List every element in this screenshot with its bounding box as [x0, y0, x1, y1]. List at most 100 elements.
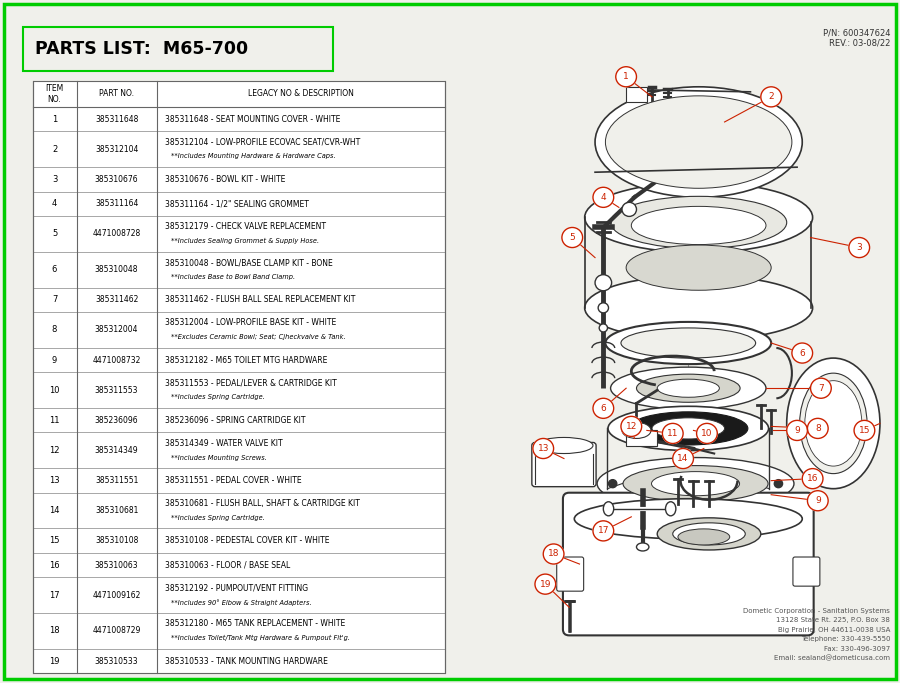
Text: 385311551 - PEDAL COVER - WHITE: 385311551 - PEDAL COVER - WHITE — [165, 476, 302, 485]
Text: Fax: 330-496-3097: Fax: 330-496-3097 — [824, 646, 890, 652]
Text: 4471008732: 4471008732 — [93, 356, 140, 365]
Text: 10: 10 — [50, 386, 59, 395]
Ellipse shape — [800, 373, 867, 473]
Ellipse shape — [597, 458, 794, 510]
Text: 385312182 - M65 TOILET MTG HARDWARE: 385312182 - M65 TOILET MTG HARDWARE — [165, 356, 327, 365]
Ellipse shape — [621, 328, 756, 358]
Ellipse shape — [652, 471, 740, 496]
Text: **Includes Mounting Screws.: **Includes Mounting Screws. — [171, 454, 266, 460]
Text: 385314349 - WATER VALVE KIT: 385314349 - WATER VALVE KIT — [165, 438, 283, 447]
Text: 385310063 - FLOOR / BASE SEAL: 385310063 - FLOOR / BASE SEAL — [165, 561, 290, 570]
Text: 385310108 - PEDESTAL COVER KIT - WHITE: 385310108 - PEDESTAL COVER KIT - WHITE — [165, 536, 329, 545]
Text: 15: 15 — [859, 426, 870, 435]
Text: 17: 17 — [50, 591, 60, 600]
Bar — [22, 27, 333, 71]
Text: 385311648 - SEAT MOUNTING COVER - WHITE: 385311648 - SEAT MOUNTING COVER - WHITE — [165, 115, 340, 124]
Text: 3: 3 — [857, 243, 862, 252]
Ellipse shape — [652, 418, 725, 439]
Circle shape — [616, 67, 636, 87]
Text: 385310676 - BOWL KIT - WHITE: 385310676 - BOWL KIT - WHITE — [165, 175, 285, 184]
Text: 19: 19 — [50, 656, 59, 666]
Ellipse shape — [787, 358, 880, 489]
Ellipse shape — [626, 245, 771, 290]
Text: **Includes Spring Cartridge.: **Includes Spring Cartridge. — [171, 394, 265, 400]
Ellipse shape — [610, 196, 787, 249]
Text: 385310676: 385310676 — [94, 175, 139, 184]
Text: 385311164 - 1/2" SEALING GROMMET: 385311164 - 1/2" SEALING GROMMET — [165, 199, 309, 208]
Text: 1: 1 — [624, 72, 629, 81]
Text: 385236096: 385236096 — [94, 416, 139, 425]
Ellipse shape — [595, 87, 802, 197]
Text: 385312192 - PUMPOUT/VENT FITTING: 385312192 - PUMPOUT/VENT FITTING — [165, 583, 308, 593]
FancyBboxPatch shape — [557, 557, 583, 591]
Text: 5: 5 — [52, 229, 58, 238]
Bar — [626, 87, 647, 102]
Text: 12: 12 — [50, 446, 59, 455]
Text: 2: 2 — [769, 92, 774, 101]
FancyBboxPatch shape — [532, 443, 596, 487]
Ellipse shape — [673, 523, 745, 545]
Ellipse shape — [631, 206, 766, 245]
Text: 2: 2 — [52, 145, 58, 154]
Text: 11: 11 — [667, 429, 679, 438]
Circle shape — [774, 479, 783, 488]
Text: 385312004 - LOW-PROFILE BASE KIT - WHITE: 385312004 - LOW-PROFILE BASE KIT - WHITE — [165, 318, 336, 327]
Ellipse shape — [665, 502, 676, 516]
Circle shape — [595, 275, 612, 291]
Text: 11: 11 — [50, 416, 59, 425]
Text: PART NO.: PART NO. — [99, 89, 134, 98]
Text: 6: 6 — [799, 348, 806, 358]
Text: Dometic Corporation - Sanitation Systems: Dometic Corporation - Sanitation Systems — [743, 608, 890, 614]
Text: 385312180 - M65 TANK REPLACEMENT - WHITE: 385312180 - M65 TANK REPLACEMENT - WHITE — [165, 619, 345, 628]
Text: REV.: 03-08/22: REV.: 03-08/22 — [829, 38, 890, 48]
Circle shape — [802, 469, 823, 489]
Circle shape — [807, 419, 828, 438]
Text: 385312179 - CHECK VALVE REPLACEMENT: 385312179 - CHECK VALVE REPLACEMENT — [165, 222, 326, 232]
Circle shape — [622, 202, 636, 217]
Text: 385312004: 385312004 — [94, 325, 139, 335]
Text: LEGACY NO & DESCRIPTION: LEGACY NO & DESCRIPTION — [248, 89, 354, 98]
Text: 385311551: 385311551 — [94, 476, 139, 485]
Text: 385310108: 385310108 — [94, 536, 139, 545]
Text: 13128 State Rt. 225, P.O. Box 38: 13128 State Rt. 225, P.O. Box 38 — [777, 617, 890, 624]
FancyBboxPatch shape — [562, 492, 814, 635]
Ellipse shape — [636, 543, 649, 551]
Text: 16: 16 — [807, 474, 818, 483]
Circle shape — [544, 544, 564, 564]
Text: **Includes Spring Cartridge.: **Includes Spring Cartridge. — [171, 515, 265, 520]
Circle shape — [760, 87, 781, 107]
Text: Telephone: 330-439-5550: Telephone: 330-439-5550 — [801, 637, 890, 643]
Text: 385312104: 385312104 — [94, 145, 139, 154]
Ellipse shape — [622, 422, 651, 438]
Text: 385310533: 385310533 — [94, 656, 139, 666]
Text: 18: 18 — [50, 626, 60, 635]
Text: 5: 5 — [570, 233, 575, 242]
Circle shape — [807, 490, 828, 511]
Text: **Includes Sealing Grommet & Supply Hose.: **Includes Sealing Grommet & Supply Hose… — [171, 238, 319, 244]
Circle shape — [593, 398, 614, 419]
Text: 6: 6 — [600, 404, 607, 413]
Text: 4: 4 — [52, 199, 58, 208]
FancyBboxPatch shape — [793, 557, 820, 586]
Ellipse shape — [636, 374, 740, 402]
Text: 14: 14 — [50, 506, 59, 515]
Circle shape — [697, 423, 717, 443]
Text: **Includes 90° Elbow & Straight Adapters.: **Includes 90° Elbow & Straight Adapters… — [171, 599, 311, 606]
Circle shape — [849, 238, 869, 257]
Text: 385312104 - LOW-PROFILE ECOVAC SEAT/CVR-WHT: 385312104 - LOW-PROFILE ECOVAC SEAT/CVR-… — [165, 137, 360, 147]
Text: 8: 8 — [52, 325, 58, 335]
Text: 385310063: 385310063 — [94, 561, 139, 570]
Ellipse shape — [805, 380, 862, 466]
Text: 385311553 - PEDAL/LEVER & CARTRIDGE KIT: 385311553 - PEDAL/LEVER & CARTRIDGE KIT — [165, 378, 337, 387]
Text: 18: 18 — [548, 550, 560, 559]
Bar — [32, 81, 445, 673]
Circle shape — [593, 521, 614, 541]
Text: 9: 9 — [52, 356, 58, 365]
Text: 385310681: 385310681 — [94, 506, 139, 515]
Ellipse shape — [535, 437, 593, 454]
Circle shape — [608, 479, 617, 488]
Ellipse shape — [657, 379, 719, 398]
Text: **Includes Toilet/Tank Mtg Hardware & Pumpout Fit'g.: **Includes Toilet/Tank Mtg Hardware & Pu… — [171, 635, 350, 641]
Text: 4471008728: 4471008728 — [93, 229, 140, 238]
Text: **Excludes Ceramic Bowl; Seat; Cjheckvalve & Tank.: **Excludes Ceramic Bowl; Seat; Cjheckval… — [171, 334, 346, 340]
